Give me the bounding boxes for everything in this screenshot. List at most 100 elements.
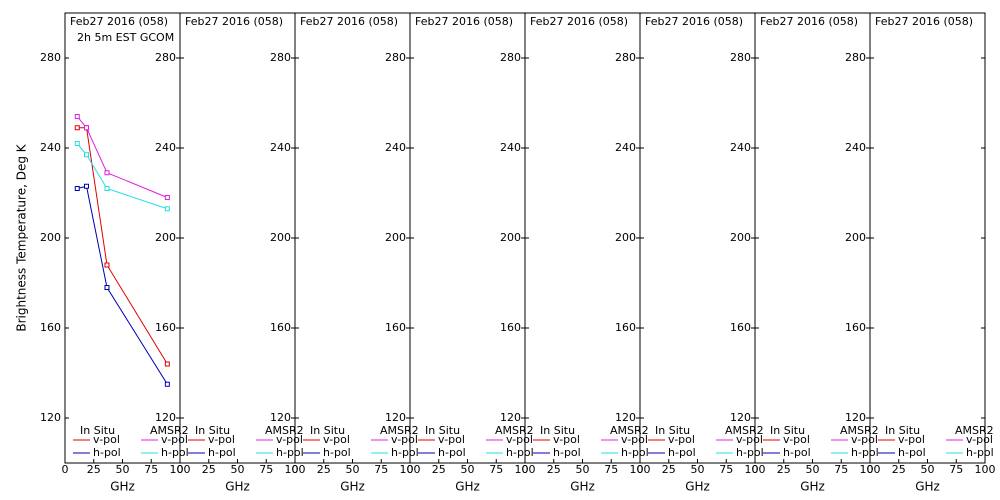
legend-label: h-pol	[668, 446, 696, 459]
y-tick-label: 280	[155, 51, 176, 64]
x-tick-label: 75	[719, 463, 733, 476]
y-tick-label: 200	[615, 231, 636, 244]
point-marker	[104, 170, 110, 176]
x-tick-label: 75	[949, 463, 963, 476]
x-tick-label: 0	[637, 463, 644, 476]
y-tick-label: 160	[500, 321, 521, 334]
legend-label: v-pol	[391, 433, 418, 446]
panel-title: Feb27 2016 (058)	[300, 15, 398, 28]
y-tick-label: 120	[615, 411, 636, 424]
y-tick-label: 240	[385, 141, 406, 154]
x-tick-label: 100	[860, 463, 881, 476]
y-tick-label: 200	[270, 231, 291, 244]
point-marker	[84, 183, 90, 189]
point-marker	[74, 186, 80, 191]
point-marker	[74, 141, 80, 146]
y-tick-label: 120	[155, 411, 176, 424]
legend-title: AMSR2	[380, 424, 419, 437]
legend-title: In Situ	[310, 424, 345, 437]
x-tick-label: 0	[177, 463, 184, 476]
y-tick-label: 120	[40, 411, 61, 424]
y-tick-label: 160	[155, 321, 176, 334]
legend-title: In Situ	[195, 424, 230, 437]
legend-title: In Situ	[770, 424, 805, 437]
x-axis-label: GHz	[685, 480, 710, 494]
legend-label: v-pol	[783, 433, 810, 446]
y-tick-label: 280	[615, 51, 636, 64]
panel-title: Feb27 2016 (058)	[760, 15, 858, 28]
legend-label: h-pol	[208, 446, 236, 459]
y-tick-label: 280	[730, 51, 751, 64]
point-marker	[74, 125, 80, 131]
x-tick-label: 50	[691, 463, 705, 476]
legend-label: v-pol	[208, 433, 235, 446]
series-line	[76, 143, 168, 210]
x-tick-label: 100	[745, 463, 766, 476]
x-tick-label: 25	[317, 463, 331, 476]
y-tick-label: 160	[40, 321, 61, 334]
legend-label: v-pol	[621, 433, 648, 446]
y-tick-label: 280	[40, 51, 61, 64]
x-tick-label: 25	[547, 463, 561, 476]
x-tick-label: 100	[285, 463, 306, 476]
x-tick-label: 100	[170, 463, 191, 476]
legend-label: h-pol	[438, 446, 466, 459]
legend-title: AMSR2	[150, 424, 189, 437]
x-tick-label: 75	[604, 463, 618, 476]
x-tick-label: 50	[921, 463, 935, 476]
legend-label: h-pol	[276, 446, 304, 459]
x-tick-label: 0	[522, 463, 529, 476]
point-marker	[104, 262, 110, 268]
point-marker	[84, 152, 90, 158]
panel-title: Feb27 2016 (058)	[70, 15, 168, 28]
legend-label: v-pol	[323, 433, 350, 446]
legend-label: v-pol	[93, 433, 120, 446]
x-tick-label: 50	[116, 463, 130, 476]
legend-title: In Situ	[425, 424, 460, 437]
point-marker	[104, 285, 110, 290]
y-tick-label: 240	[845, 141, 866, 154]
y-tick-label: 120	[730, 411, 751, 424]
y-tick-label: 280	[270, 51, 291, 64]
x-tick-label: 75	[489, 463, 503, 476]
y-tick-label: 200	[730, 231, 751, 244]
x-tick-label: 25	[202, 463, 216, 476]
legend-label: h-pol	[898, 446, 926, 459]
legend-title: In Situ	[80, 424, 115, 437]
point-marker	[104, 186, 110, 191]
x-tick-label: 50	[576, 463, 590, 476]
legend-label: h-pol	[93, 446, 121, 459]
legend-label: v-pol	[161, 433, 188, 446]
x-tick-label: 50	[231, 463, 245, 476]
legend-title: In Situ	[540, 424, 575, 437]
legend-title: AMSR2	[840, 424, 879, 437]
series-line	[77, 185, 168, 385]
y-tick-label: 160	[385, 321, 406, 334]
y-tick-label: 120	[500, 411, 521, 424]
legend-label: v-pol	[506, 433, 533, 446]
series-line	[76, 116, 168, 198]
point-marker	[74, 114, 80, 119]
legend-label: h-pol	[783, 446, 811, 459]
series-line	[77, 127, 168, 365]
y-tick-label: 280	[500, 51, 521, 64]
legend-title: AMSR2	[610, 424, 649, 437]
legend-title: AMSR2	[265, 424, 304, 437]
y-tick-label: 200	[500, 231, 521, 244]
legend-label: h-pol	[966, 446, 994, 459]
point-marker	[164, 206, 170, 212]
legend-label: h-pol	[506, 446, 534, 459]
x-tick-label: 75	[834, 463, 848, 476]
x-tick-label: 0	[62, 463, 69, 476]
x-tick-label: 50	[806, 463, 820, 476]
panel-title: Feb27 2016 (058)	[530, 15, 628, 28]
legend-label: v-pol	[668, 433, 695, 446]
point-marker	[164, 381, 170, 387]
legend-label: h-pol	[323, 446, 351, 459]
y-tick-label: 240	[155, 141, 176, 154]
legend-label: v-pol	[553, 433, 580, 446]
x-tick-label: 25	[892, 463, 906, 476]
